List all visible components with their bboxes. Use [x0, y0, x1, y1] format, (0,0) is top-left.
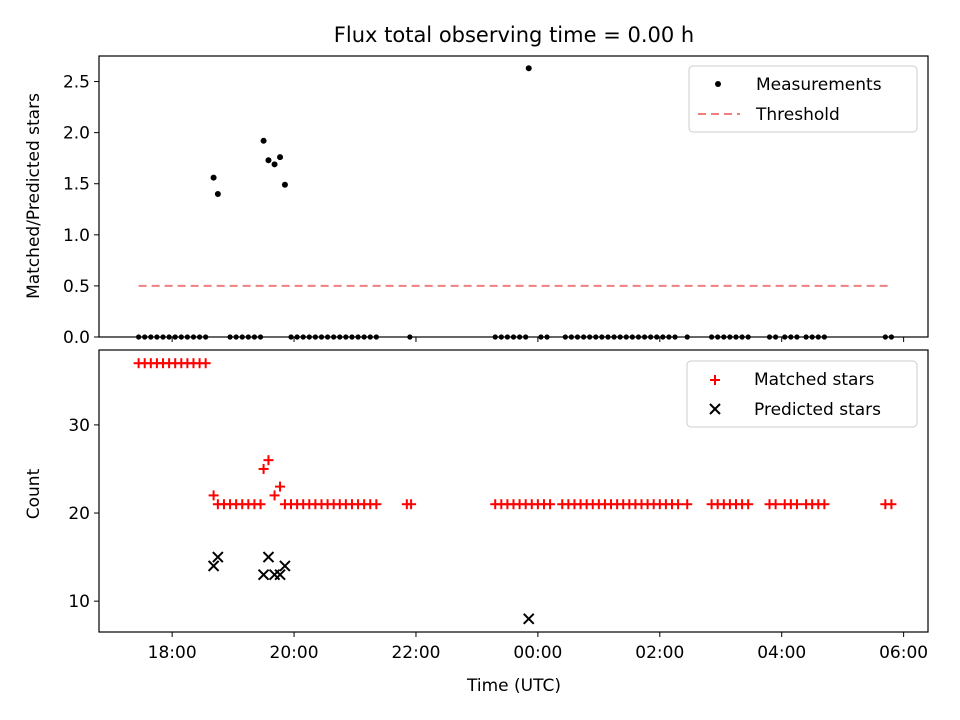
- legend-matched-marker: [710, 375, 720, 385]
- top-y-tick-label: 1.0: [63, 226, 90, 246]
- top-y-tick-label: 2.0: [63, 124, 90, 144]
- bottom-x-tick-label: 20:00: [270, 643, 319, 663]
- bottom-x-tick-label: 00:00: [513, 643, 562, 663]
- predicted-star-stroke: [274, 569, 286, 581]
- matched-star-marker: [682, 499, 693, 510]
- legend-measurements-label: Measurements: [756, 75, 882, 95]
- predicted-star-stroke: [262, 551, 275, 563]
- legend-threshold-label: Threshold: [755, 105, 840, 125]
- bottom-y-axis: 10 20 30: [68, 416, 99, 612]
- measurement-point: [265, 157, 272, 164]
- bottom-x-tick-label: 18:00: [148, 643, 197, 663]
- bottom-x-tick-label: 02:00: [635, 643, 684, 663]
- predicted-star-marker: [523, 613, 535, 625]
- predicted-star-stroke: [212, 551, 224, 563]
- measurement-point: [525, 65, 532, 72]
- legend-predicted-label: Predicted stars: [754, 400, 881, 420]
- top-y-tick-label: 0.5: [63, 277, 90, 297]
- bottom-y-axis-label: Count: [24, 468, 44, 519]
- top-y-tick-label: 1.5: [63, 175, 90, 195]
- matched-star-marker: [269, 490, 280, 501]
- top-axes-frame: [98, 55, 929, 338]
- bottom-x-tick-label: 04:00: [757, 643, 806, 663]
- bottom-axes-frame: [98, 349, 929, 633]
- legend-measurements-marker: [715, 81, 721, 87]
- matched-stars-series: [133, 358, 897, 510]
- bottom-x-tick-label: 06:00: [879, 643, 928, 663]
- bottom-legend: Matched stars Predicted stars: [686, 360, 918, 428]
- measurement-point: [214, 190, 221, 197]
- bottom-y-tick-label: 20: [68, 504, 90, 524]
- predicted-star-marker: [257, 569, 270, 581]
- matched-star-marker: [275, 481, 286, 492]
- top-y-tick-label: 2.5: [63, 73, 90, 93]
- matched-star-marker: [371, 499, 382, 510]
- predicted-star-stroke: [523, 613, 535, 625]
- matched-star-marker: [200, 358, 211, 369]
- matched-star-marker: [770, 499, 781, 510]
- bottom-x-tick-label: 22:00: [391, 643, 440, 663]
- predicted-star-marker: [274, 569, 286, 581]
- matched-star-marker: [743, 499, 754, 510]
- measurement-point: [260, 137, 267, 144]
- predicted-star-marker: [207, 560, 220, 572]
- bottom-panel: 10 20 30 18:00 20:00 22:00 00:00 02:00 04:00 06:…: [24, 349, 929, 696]
- legend-predicted-marker: [709, 403, 721, 415]
- top-y-axis-label: Matched/Predicted stars: [24, 93, 44, 299]
- chart-title: Flux total observing time = 0.00 h: [334, 23, 694, 47]
- predicted-star-stroke: [207, 560, 220, 572]
- predicted-star-marker: [212, 551, 224, 563]
- top-y-axis: 0.0 0.5 1.0 1.5 2.0 2.5: [63, 73, 99, 348]
- matched-star-marker: [886, 499, 897, 510]
- bottom-y-tick-label: 30: [68, 416, 90, 436]
- matched-star-marker: [255, 499, 266, 510]
- bottom-y-tick-label: 10: [68, 592, 90, 612]
- measurement-point: [210, 174, 217, 181]
- measurements-series: [210, 65, 532, 197]
- matched-star-marker: [791, 499, 802, 510]
- matched-star-marker: [208, 490, 219, 501]
- measurement-point: [271, 161, 278, 168]
- matched-star-marker: [263, 455, 274, 466]
- top-y-tick-label: 0.0: [63, 328, 90, 348]
- legend-matched-label: Matched stars: [754, 370, 874, 390]
- measurement-point: [281, 181, 288, 188]
- predicted-star-marker: [262, 551, 275, 563]
- matched-star-marker: [258, 463, 269, 474]
- top-x-ticks: [171, 337, 905, 342]
- x-axis-label: Time (UTC): [466, 676, 561, 696]
- top-legend: Measurements Threshold: [688, 65, 918, 133]
- top-panel: 0.0 0.5 1.0 1.5 2.0 2.5 Matched/Predicted sta…: [24, 55, 929, 348]
- predicted-star-stroke: [257, 569, 270, 581]
- top-legend-box: [688, 65, 918, 133]
- matched-star-marker: [406, 499, 417, 510]
- measurement-point: [277, 154, 284, 161]
- matched-star-marker: [545, 499, 556, 510]
- bottom-x-axis: 18:00 20:00 22:00 00:00 02:00 04:00 06:00: [148, 632, 928, 663]
- matched-star-marker: [819, 499, 830, 510]
- matched-star-marker: [673, 499, 684, 510]
- predicted-star-stroke: [279, 560, 291, 572]
- predicted-stars-series: [207, 551, 535, 625]
- predicted-star-marker: [279, 560, 291, 572]
- bottom-legend-box: [686, 360, 918, 428]
